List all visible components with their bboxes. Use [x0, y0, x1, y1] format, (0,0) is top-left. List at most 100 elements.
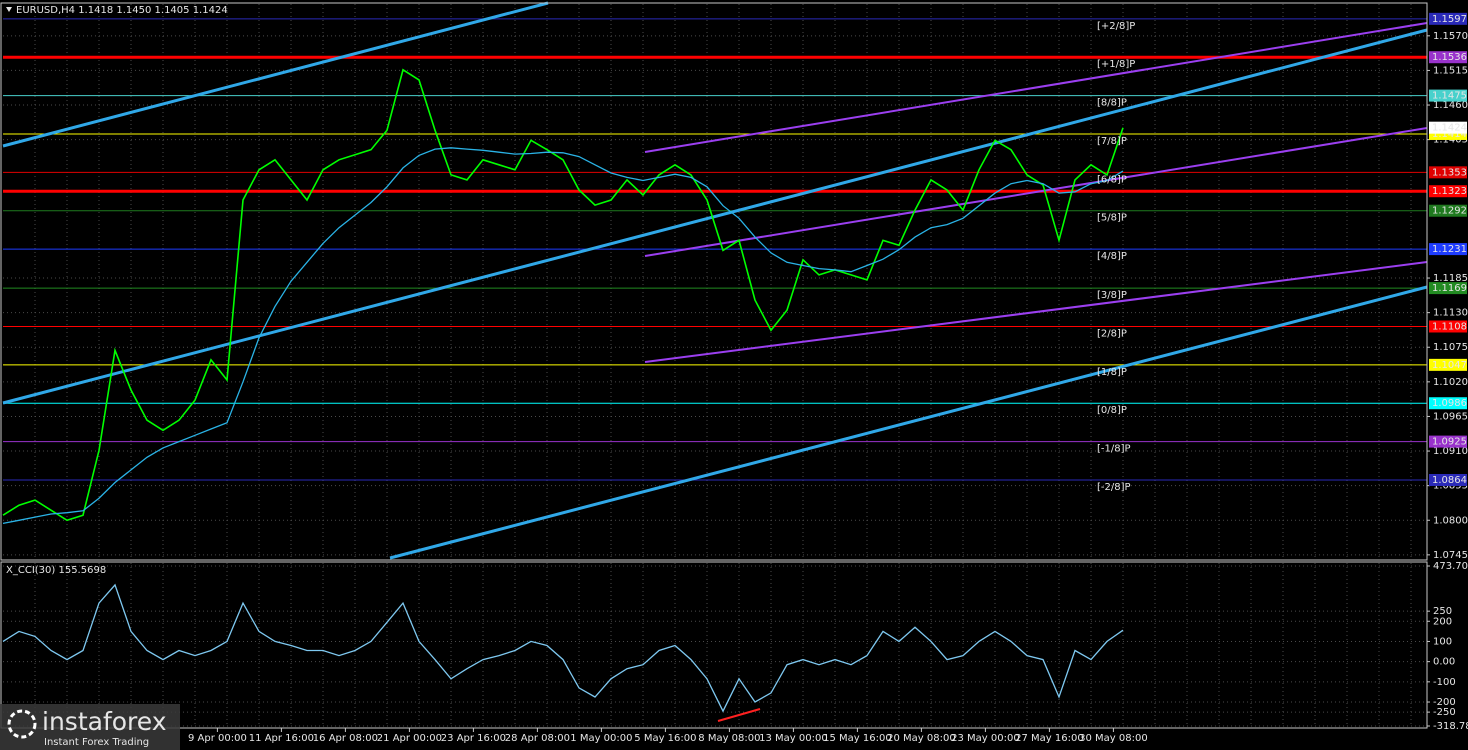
series-line: [2, 68, 1124, 522]
level-box: [1429, 51, 1467, 64]
murray-label: [7/8]P: [1097, 136, 1127, 147]
level-box: [1429, 204, 1467, 217]
level-box-label: 1.1353: [1432, 167, 1467, 178]
y-tick-label: 1.1460: [1433, 100, 1468, 111]
cci-panel-frame: [0, 561, 1428, 729]
trend-line: [389, 285, 1428, 560]
y-tick-label: 100: [1433, 636, 1452, 647]
x-tick-label: 15 May 16:00: [823, 733, 892, 744]
trend-lines: [2, 1, 1428, 722]
x-tick-label: 23 Apr 16:00: [441, 733, 506, 744]
x-tick-label: 20 May 08:00: [887, 733, 956, 744]
murray-label: [4/8]P: [1097, 251, 1127, 262]
x-tick-label: 21 Apr 00:00: [377, 733, 442, 744]
murray-label: [+2/8]P: [1097, 21, 1135, 32]
murray-label: [+1/8]P: [1097, 59, 1135, 70]
level-box: [1429, 358, 1467, 371]
data-layer: [2, 68, 1124, 713]
murray-label: [2/8]P: [1097, 328, 1127, 339]
watermark-bg: [0, 704, 180, 750]
menu-icon: [6, 7, 12, 12]
y-tick-label: 1.0745: [1433, 550, 1468, 561]
murray-label: [8/8]P: [1097, 98, 1127, 109]
y-tick-label: 0.00: [1433, 657, 1455, 668]
x-tick-label: 5 May 16:00: [634, 733, 696, 744]
y-tick-label: 1.1075: [1433, 342, 1468, 353]
level-box: [1429, 473, 1467, 486]
y-tick-label: 1.1515: [1433, 65, 1468, 76]
divergence-line: [717, 708, 761, 722]
trend-line: [2, 28, 1428, 405]
y-tick-label: 1.0965: [1433, 411, 1468, 422]
y-tick-label: 1.0800: [1433, 515, 1468, 526]
y-tick-label: 1.1405: [1433, 135, 1468, 146]
y-tick-label: -250: [1433, 707, 1456, 718]
watermark-brand: instaforex: [42, 707, 167, 736]
key-level-box: [1429, 185, 1467, 198]
y-tick-label: 250: [1433, 606, 1452, 617]
chart-title: EURUSD,H4 1.1418 1.1450 1.1405 1.1424: [16, 5, 228, 16]
y-tick-label: 1.0855: [1433, 481, 1468, 492]
grid-layer: [3, 4, 1430, 732]
x-tick-label: 13 May 00:00: [759, 733, 828, 744]
x-tick-label: 11 Apr 16:00: [249, 733, 314, 744]
murray-label: [0/8]P: [1097, 405, 1127, 416]
current-price-box: [1429, 121, 1467, 134]
level-box: [1429, 282, 1467, 295]
y-tick-label: 1.1130: [1433, 308, 1468, 319]
y-tick-label: 1.1570: [1433, 31, 1468, 42]
murray-label: [3/8]P: [1097, 290, 1127, 301]
series-line: [2, 583, 1124, 713]
murray-label: [-2/8]P: [1097, 482, 1131, 493]
y-tick-label: 1.0910: [1433, 446, 1468, 457]
y-tick-label: 473.707: [1433, 561, 1468, 572]
x-tick-label: 9 Apr 00:00: [188, 733, 247, 744]
key-level-box-label: 1.1323: [1432, 186, 1467, 197]
level-box-label: 1.1108: [1432, 321, 1467, 332]
series-line: [2, 147, 1124, 525]
level-box-label: 1.1292: [1432, 206, 1467, 217]
level-box-label: 1.0925: [1432, 437, 1467, 448]
labels-layer: EURUSD,H4 1.1418 1.1450 1.1405 1.1424 X_…: [6, 5, 1468, 744]
murray-label: [-1/8]P: [1097, 444, 1131, 455]
level-box-label: 1.0864: [1432, 475, 1467, 486]
level-box-label: 1.1047: [1432, 360, 1467, 371]
watermark-tagline: Instant Forex Trading: [44, 737, 149, 748]
y-tick-label: 1.1020: [1433, 377, 1468, 388]
murray-label: [6/8]P: [1097, 174, 1127, 185]
level-box: [1429, 320, 1467, 333]
x-tick-label: 8 May 08:00: [698, 733, 760, 744]
y-tick-label: -200: [1433, 697, 1456, 708]
watermark-icon: [7, 709, 37, 739]
channel-line: [644, 261, 1428, 363]
level-box-label: 1.0986: [1432, 398, 1467, 409]
level-box-label: 1.1169: [1432, 283, 1467, 294]
level-box: [1429, 397, 1467, 410]
y-tick-label: 200: [1433, 616, 1452, 627]
x-tick-label: 28 Apr 08:00: [505, 733, 570, 744]
level-box: [1429, 435, 1467, 448]
x-tick-label: 16 Apr 08:00: [313, 733, 378, 744]
level-box: [1429, 166, 1467, 179]
level-box-label: 1.1231: [1432, 244, 1467, 255]
watermark: instaforex Instant Forex Trading: [0, 704, 180, 750]
x-tick-label: 30 May 08:00: [1079, 733, 1148, 744]
level-box: [1429, 12, 1467, 25]
murray-label: [1/8]P: [1097, 367, 1127, 378]
level-box: [1429, 89, 1467, 102]
level-box-label: 1.1475: [1432, 91, 1467, 102]
y-tick-label: -318.786: [1433, 721, 1468, 732]
x-tick-label: 23 May 00:00: [951, 733, 1020, 744]
current-price-label: 1.1424: [1432, 123, 1467, 134]
level-box-label: 1.1536: [1432, 52, 1467, 63]
indicator-title: X_CCI(30) 155.5698: [6, 565, 106, 576]
y-tick-label: 1.1185: [1433, 273, 1468, 284]
murray-label: [5/8]P: [1097, 213, 1127, 224]
trend-line: [2, 1, 549, 148]
levels-layer: [3, 18, 1427, 481]
level-box-label: 1.1414: [1432, 129, 1467, 140]
channel-line: [644, 127, 1428, 257]
level-box: [1429, 243, 1467, 256]
